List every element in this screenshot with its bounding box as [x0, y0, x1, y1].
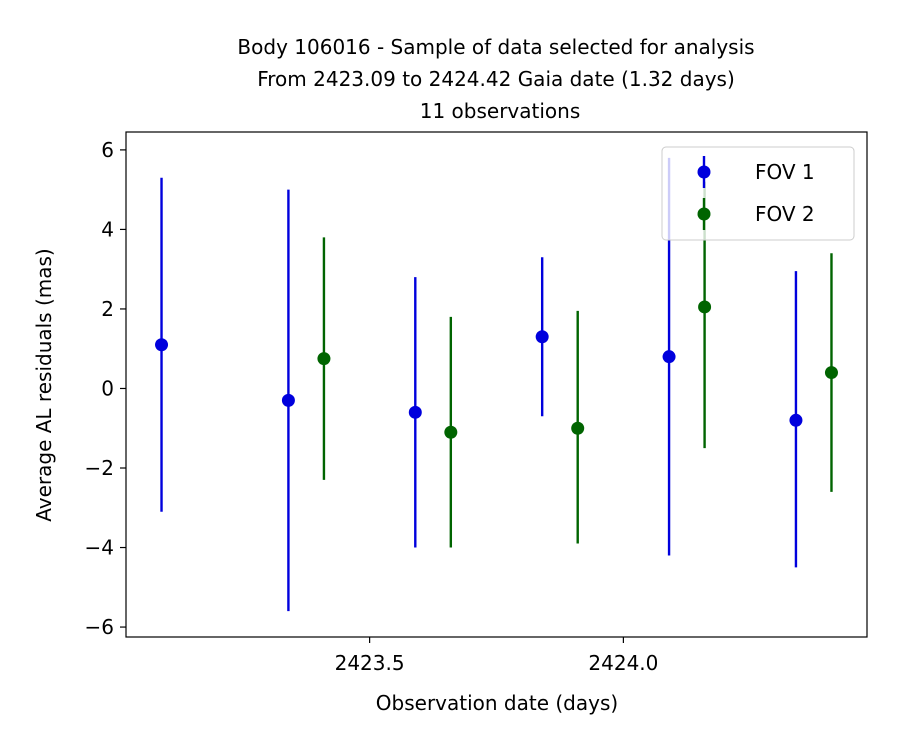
x-tick-label: 2424.0 [588, 651, 658, 675]
legend-fov-2-label: FOV 2 [755, 202, 815, 226]
fov-1-point [535, 330, 549, 344]
fov-2-point [824, 366, 838, 380]
chart-title-line-3: 11 observations [420, 99, 581, 123]
chart-title-line-1: Body 106016 - Sample of data selected fo… [237, 35, 754, 59]
plot-area-frame [125, 131, 868, 638]
y-tick-label: −4 [85, 536, 114, 560]
chart-title: Body 106016 - Sample of data selected fo… [237, 35, 754, 123]
y-tick-label: −6 [85, 615, 114, 639]
y-tick-label: 4 [101, 217, 114, 241]
legend-fov-1-label: FOV 1 [755, 160, 815, 184]
x-tick-label: 2423.5 [335, 651, 405, 675]
legend-fov-2-marker [697, 207, 711, 221]
fov-1-point [281, 393, 295, 407]
fov-1-point [789, 413, 803, 427]
y-axis-label: Average AL residuals (mas) [32, 248, 56, 521]
legend: FOV 1 FOV 2 [661, 146, 855, 241]
chart-title-line-2: From 2423.09 to 2424.42 Gaia date (1.32 … [257, 67, 735, 91]
data-layer [155, 157, 838, 612]
fov-2-point [571, 421, 585, 435]
x-axis-label: Observation date (days) [376, 691, 618, 715]
fov-1-point [155, 338, 169, 352]
y-tick-label: 2 [101, 297, 114, 321]
fov-2-point [317, 352, 331, 366]
fov-2-point [444, 425, 458, 439]
fov-1-point [662, 350, 676, 364]
legend-fov-1-marker [697, 165, 711, 179]
y-tick-label: 6 [101, 138, 114, 162]
fov-2-point [698, 300, 712, 314]
fov-1-point [408, 405, 422, 419]
y-tick-label: −2 [85, 456, 114, 480]
y-tick-label: 0 [101, 376, 114, 400]
axes-ticks: −6 −4 −2 0 2 4 6 2423.5 2424.0 [85, 138, 659, 675]
